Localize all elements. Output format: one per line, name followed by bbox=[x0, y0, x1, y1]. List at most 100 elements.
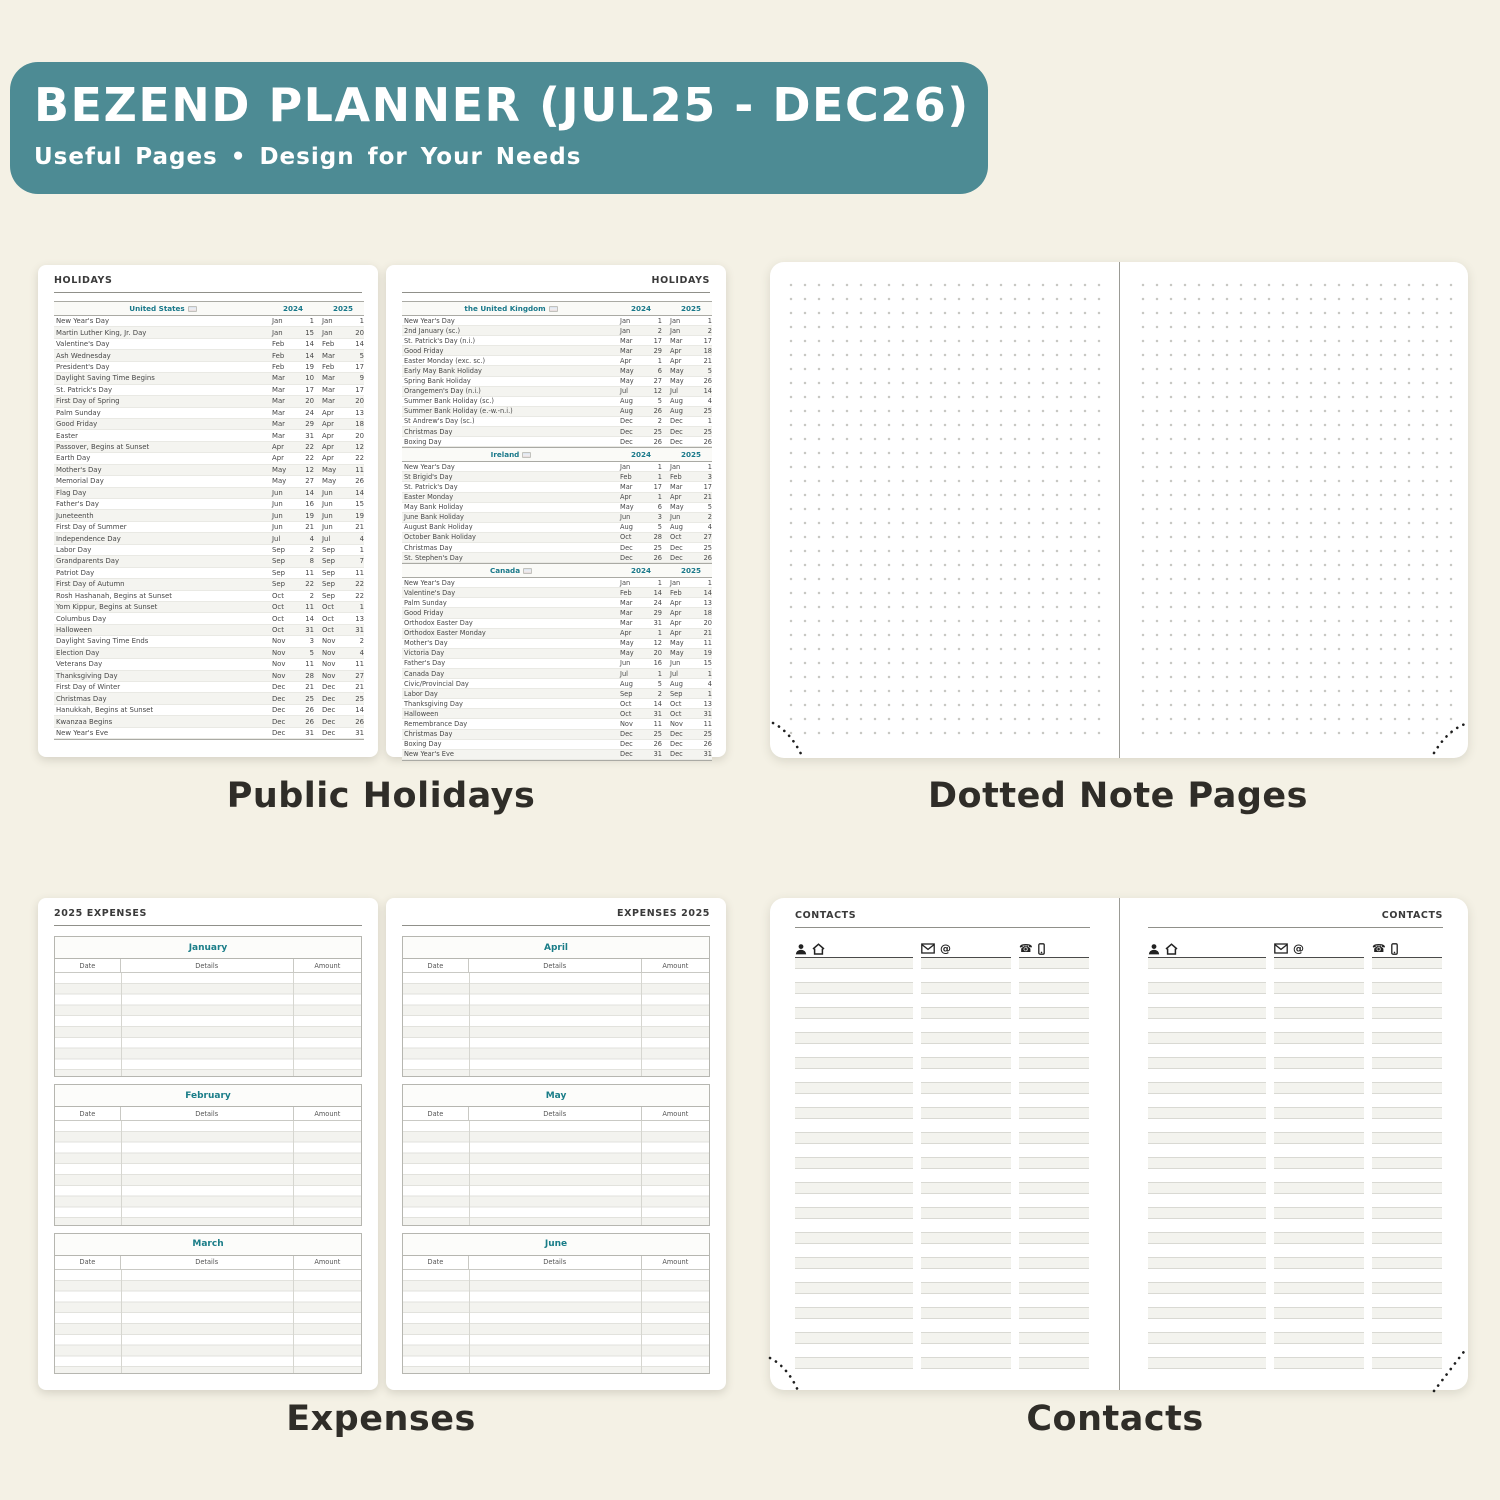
holiday-name: Spring Bank Holiday bbox=[404, 377, 471, 386]
expense-column-headers: Date Details Amount bbox=[55, 1255, 361, 1270]
flag-icon bbox=[187, 305, 197, 312]
home-icon bbox=[1165, 942, 1178, 955]
year-column-header: 2025 bbox=[680, 566, 701, 576]
holiday-name: Juneteenth bbox=[56, 511, 94, 520]
holiday-name: Good Friday bbox=[404, 608, 444, 617]
year-column-header: 2025 bbox=[680, 304, 701, 313]
holiday-row: Orthodox Easter Day Mar 31 Apr 20 bbox=[402, 619, 712, 629]
holiday-row: Summer Bank Holiday (e.-w.-n.i.) Aug 26 Aug… bbox=[402, 406, 712, 417]
expense-table: April Date Details Amount bbox=[402, 936, 710, 1078]
holiday-row: Grandparents Day Sep 8 Sep 7 bbox=[54, 556, 364, 568]
contacts-phone-column: ☎ bbox=[1019, 940, 1089, 1380]
holiday-row: Christmas Day Dec 25 Dec 25 bbox=[402, 427, 712, 438]
holiday-row: First Day of Spring Mar 20 Mar 20 bbox=[54, 396, 364, 408]
holiday-name: St. Patrick's Day bbox=[56, 385, 113, 394]
holiday-row: St. Patrick's Day Mar 17 Mar 17 bbox=[402, 482, 712, 493]
caption-public-holidays: Public Holidays bbox=[226, 776, 536, 816]
holiday-row: Mother's Day May 12 May 11 bbox=[402, 639, 712, 649]
holiday-row: August Bank Holiday Aug 5 Aug 4 bbox=[402, 523, 712, 533]
header-banner: BEZEND PLANNER (JUL25 - DEC26) Useful Pa… bbox=[10, 62, 988, 194]
holiday-row: October Bank Holiday Oct 28 Oct 27 bbox=[402, 532, 712, 543]
country-header: Ireland 2024 2025 bbox=[402, 447, 712, 463]
holiday-row: St. Stephen's Day Dec 26 Dec 26 bbox=[402, 553, 712, 564]
holiday-row: Boxing Day Dec 26 Dec 26 bbox=[402, 437, 712, 448]
holiday-row: President's Day Feb 19 Feb 17 bbox=[54, 362, 364, 374]
holiday-name: Election Day bbox=[56, 648, 100, 657]
banner-subtitle: Useful Pages • Design for Your Needs bbox=[34, 144, 582, 170]
expense-table: June Date Details Amount bbox=[402, 1232, 710, 1374]
holiday-name: October Bank Holiday bbox=[404, 533, 476, 542]
holiday-name: Valentine's Day bbox=[404, 588, 456, 597]
holiday-row: Halloween Oct 31 Oct 31 bbox=[54, 624, 364, 637]
holiday-name: Halloween bbox=[404, 709, 439, 718]
holiday-row: Daylight Saving Time Ends Nov 3 Nov 2 bbox=[54, 636, 364, 648]
holiday-row: Passover, Begins at Sunset Apr 22 Apr 12 bbox=[54, 441, 364, 454]
expense-column-header: Amount bbox=[662, 1109, 689, 1118]
flag-icon bbox=[522, 451, 532, 458]
contact-ruled-lines bbox=[921, 958, 1011, 1380]
holiday-row: Ash Wednesday Feb 14 Mar 5 bbox=[54, 350, 364, 362]
holiday-row: First Day of Winter Dec 21 Dec 21 bbox=[54, 682, 364, 694]
holiday-name: Mother's Day bbox=[56, 465, 102, 474]
holidays-table-us: United States 2024 2025 New Year's Day Jan 1 J… bbox=[54, 301, 364, 741]
holiday-row: May Bank Holiday May 6 May 5 bbox=[402, 503, 712, 513]
holiday-name: Halloween bbox=[56, 626, 92, 635]
holiday-name: Remembrance Day bbox=[404, 720, 468, 729]
holiday-name: St. Patrick's Day (n.i.) bbox=[404, 336, 476, 345]
holiday-row: Victoria Day May 20 May 19 bbox=[402, 648, 712, 659]
holiday-name: Thanksgiving Day bbox=[404, 699, 463, 708]
expense-month-title: June bbox=[403, 1233, 709, 1256]
holiday-name: Ash Wednesday bbox=[56, 351, 111, 360]
expenses-page-title-right: EXPENSES 2025 bbox=[402, 908, 710, 926]
country-header: Canada 2024 2025 bbox=[402, 563, 712, 579]
holiday-name: Columbus Day bbox=[56, 614, 107, 623]
holiday-name: Daylight Saving Time Ends bbox=[56, 637, 149, 646]
holiday-name: Labor Day bbox=[56, 545, 92, 554]
holiday-row: June Bank Holiday Jun 3 Jun 2 bbox=[402, 512, 712, 523]
holiday-row: Labor Day Sep 2 Sep 1 bbox=[402, 689, 712, 700]
holiday-name: New Year's Day bbox=[404, 316, 455, 325]
expense-column-header: Date bbox=[403, 959, 469, 972]
banner-title: BEZEND PLANNER (JUL25 - DEC26) bbox=[34, 78, 970, 132]
holiday-row: Mother's Day May 12 May 11 bbox=[54, 464, 364, 477]
dot-grid-right bbox=[1136, 278, 1454, 742]
holiday-name: Easter Monday bbox=[404, 493, 454, 502]
mail-icon bbox=[1274, 943, 1288, 954]
expense-column-header: Date bbox=[55, 1107, 121, 1121]
holiday-name: Flag Day bbox=[56, 488, 87, 497]
holiday-row: Summer Bank Holiday (sc.) Aug 5 Aug 4 bbox=[402, 397, 712, 407]
holiday-row: St Brigid's Day Feb 1 Feb 3 bbox=[402, 472, 712, 483]
holiday-row: Yom Kippur, Begins at Sunset Oct 11 Oct 1 bbox=[54, 601, 364, 614]
holiday-name: Christmas Day bbox=[404, 543, 453, 552]
holiday-name: Thanksgiving Day bbox=[56, 671, 118, 680]
person-icon bbox=[795, 943, 807, 955]
holiday-row: First Day of Summer Jun 21 Jun 21 bbox=[54, 522, 364, 534]
holiday-name: New Year's Day bbox=[56, 317, 110, 326]
holiday-name: Rosh Hashanah, Begins at Sunset bbox=[56, 591, 172, 600]
holiday-row: Memorial Day May 27 May 26 bbox=[54, 476, 364, 488]
holiday-row: Easter Mar 31 Apr 20 bbox=[54, 430, 364, 442]
expense-empty-rows bbox=[55, 973, 361, 1077]
holiday-row: Good Friday Mar 29 Apr 18 bbox=[402, 608, 712, 619]
expense-column-header: Details bbox=[469, 1255, 642, 1269]
holiday-name: Grandparents Day bbox=[56, 557, 120, 566]
holiday-row: Christmas Day Dec 25 Dec 25 bbox=[54, 693, 364, 705]
holiday-row: Christmas Day Dec 25 Dec 25 bbox=[402, 543, 712, 554]
holiday-row: Remembrance Day Nov 11 Nov 11 bbox=[402, 720, 712, 730]
expense-column-header: Date bbox=[403, 1107, 469, 1121]
holiday-row: First Day of Autumn Sep 22 Sep 22 bbox=[54, 579, 364, 591]
holiday-name: President's Day bbox=[56, 362, 110, 371]
country-name: Ireland bbox=[490, 450, 520, 460]
expense-empty-rows bbox=[403, 1269, 709, 1374]
holiday-name: Martin Luther King, Jr. Day bbox=[56, 328, 147, 337]
holiday-name: Mother's Day bbox=[404, 639, 448, 648]
holiday-name: Orangemen's Day (n.i.) bbox=[404, 387, 481, 396]
holiday-row: Daylight Saving Time Begins Mar 10 Mar 9 bbox=[54, 373, 364, 385]
holiday-name: Early May Bank Holiday bbox=[404, 367, 482, 376]
holiday-row: St. Patrick's Day (n.i.) Mar 17 Mar 17 bbox=[402, 336, 712, 347]
holiday-row: Good Friday Mar 29 Apr 18 bbox=[402, 346, 712, 357]
holiday-name: First Day of Winter bbox=[56, 683, 121, 692]
expense-column-header: Amount bbox=[314, 961, 341, 970]
contacts-email-column: @ bbox=[1274, 940, 1364, 1380]
